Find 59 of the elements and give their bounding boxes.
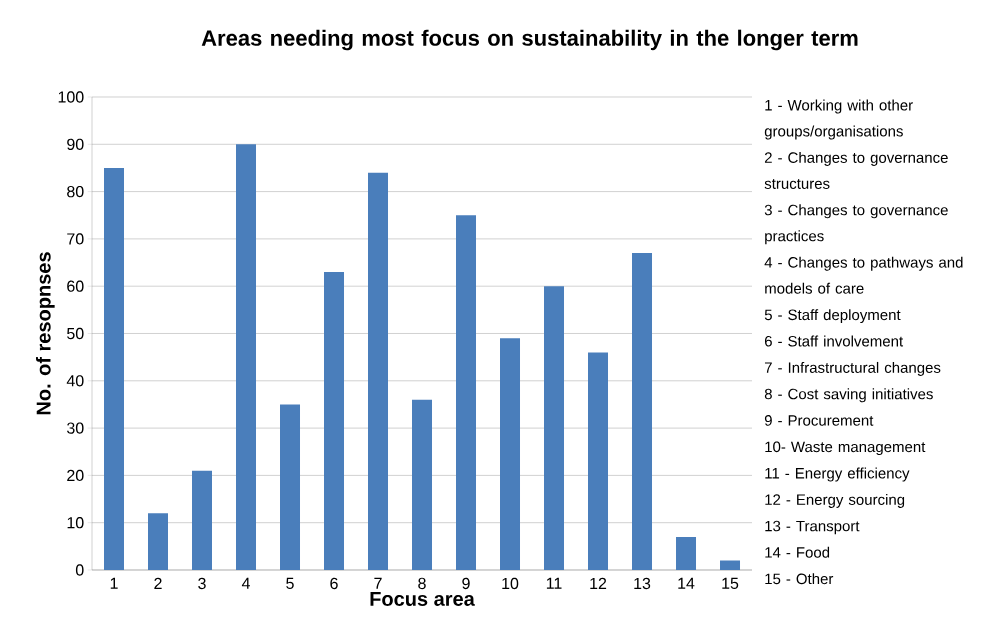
bar <box>412 399 433 570</box>
x-tick-label: 7 <box>374 577 382 589</box>
bar <box>324 272 344 570</box>
text: 15 - Other <box>765 573 834 585</box>
x-tick-label: 8 <box>418 577 426 590</box>
y-tick-label: 50 <box>67 327 84 340</box>
chart-title: Areas needing most focus on sustainability in the longer term <box>201 29 858 51</box>
text: 4 - Changes to pathways and models of care <box>764 256 963 294</box>
text: 7 - Infrastructural changes <box>764 361 941 376</box>
y-tick-label: 10 <box>67 517 84 529</box>
text: 10- Waste management <box>765 441 926 456</box>
y-axis-title: No. of resopnses <box>36 252 55 415</box>
y-tick-label: 70 <box>67 233 84 245</box>
x-tick-label: 11 <box>546 577 562 589</box>
x-tick-label: 2 <box>154 577 162 589</box>
bar <box>500 338 521 570</box>
y-tick-label: 0 <box>75 564 84 576</box>
bar <box>280 404 300 570</box>
bar <box>720 560 741 570</box>
x-tick-label: 6 <box>330 577 338 590</box>
text: 13 - Transport <box>765 520 860 535</box>
y-tick-label: 100 <box>58 91 84 103</box>
y-tick-label: 30 <box>67 422 84 434</box>
x-tick-label: 12 <box>590 577 607 589</box>
x-tick-label: 14 <box>678 577 695 589</box>
x-axis-title: Focus area <box>370 592 475 606</box>
y-tick-label: 90 <box>67 138 84 150</box>
bar <box>236 144 256 570</box>
bar <box>456 215 477 570</box>
text: 5 - Staff deployment <box>764 309 901 324</box>
text: 9 - Procurement <box>764 415 874 426</box>
text: 12 - Energy sourcing <box>765 493 905 508</box>
bar <box>104 167 124 570</box>
x-tick-label: 13 <box>634 577 651 590</box>
bar <box>544 286 565 570</box>
x-tick-label: 9 <box>462 577 470 590</box>
x-tick-label: 4 <box>241 577 250 589</box>
bar <box>632 253 653 570</box>
y-tick-label: 80 <box>67 185 84 198</box>
text: 11 - Energy efficiency <box>765 467 910 482</box>
text: 3 - Changes to governance practices <box>764 204 948 245</box>
y-tick-label: 60 <box>67 280 84 292</box>
bar <box>676 536 697 570</box>
text: 1 - Working with other groups/organisations <box>764 99 913 140</box>
bar <box>588 352 609 570</box>
bar <box>192 470 212 570</box>
x-tick-label: 3 <box>198 577 206 590</box>
y-tick-label: 20 <box>67 469 84 482</box>
text: 14 - Food <box>765 546 830 558</box>
x-tick-label: 10 <box>502 577 519 590</box>
bar <box>148 513 168 570</box>
text: 8 - Cost saving initiatives <box>764 388 933 403</box>
y-tick-label: 40 <box>66 375 84 387</box>
x-tick-label: 5 <box>286 577 294 589</box>
text: 2 - Changes to governance structures <box>764 151 948 189</box>
x-tick-label: 1 <box>110 577 118 589</box>
bar <box>368 172 389 570</box>
text: 6 - Staff involvement <box>764 335 904 347</box>
x-tick-label: 15 <box>722 577 739 589</box>
